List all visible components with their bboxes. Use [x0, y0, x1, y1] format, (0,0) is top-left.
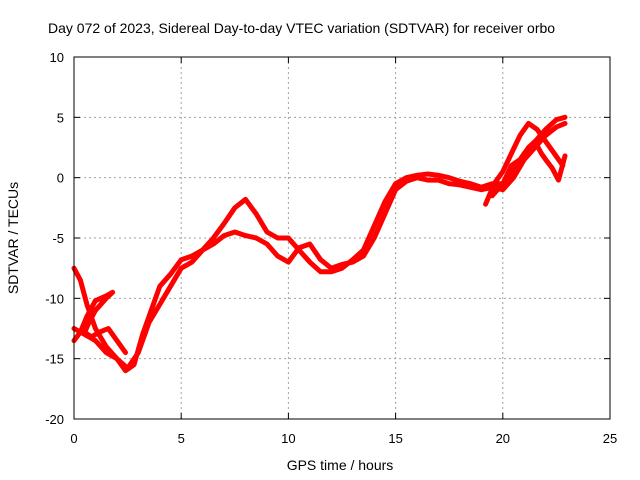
x-tick-label: 5 — [178, 431, 185, 446]
y-tick-label: 0 — [57, 171, 64, 186]
x-tick-label: 15 — [388, 431, 402, 446]
tick-labels: 0 5 10 15 20 25 -20 -15 -10 -5 0 5 10 — [45, 50, 617, 446]
x-tick-label: 20 — [496, 431, 510, 446]
series-line-track-3 — [71, 289, 128, 356]
x-tick-label: 25 — [603, 431, 617, 446]
series-group — [71, 114, 568, 374]
y-tick-label: 10 — [50, 50, 64, 65]
y-tick-label: -20 — [45, 412, 64, 427]
x-tick-label: 0 — [70, 431, 77, 446]
x-axis-label: GPS time / hours — [287, 457, 394, 473]
tick-marks — [73, 56, 611, 420]
y-tick-label: -15 — [45, 352, 64, 367]
x-tick-label: 10 — [281, 431, 295, 446]
y-tick-label: -5 — [52, 231, 64, 246]
y-tick-label: 5 — [57, 110, 64, 125]
series-line-track-4 — [489, 139, 568, 199]
y-axis-label: SDTVAR / TECUs — [5, 182, 21, 294]
series-line-track-2 — [71, 120, 568, 371]
chart-title: Day 072 of 2023, Sidereal Day-to-day VTE… — [48, 20, 555, 36]
series-line-track-5 — [483, 120, 566, 207]
grid-lines — [74, 57, 610, 419]
y-tick-label: -10 — [45, 291, 64, 306]
